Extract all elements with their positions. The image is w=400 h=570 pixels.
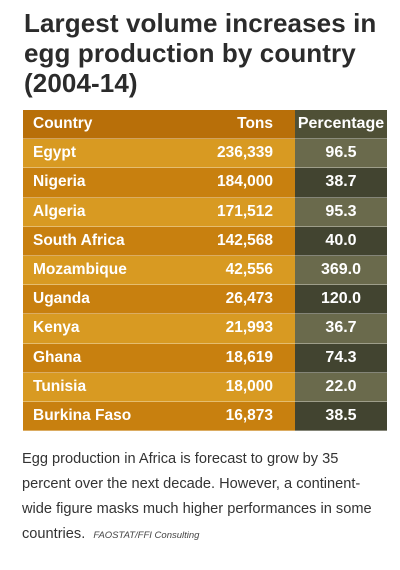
table-header-row: Country Tons Percentage: [23, 110, 387, 140]
cell-country: Uganda: [23, 285, 161, 315]
cell-country: Ghana: [23, 343, 161, 373]
cell-percentage: 95.3: [295, 197, 387, 227]
header-tons: Tons: [161, 110, 295, 140]
header-percentage: Percentage: [295, 110, 387, 140]
table-row: Algeria 171,512 95.3: [23, 197, 387, 227]
table-row: Burkina Faso 16,873 38.5: [23, 401, 387, 432]
cell-tons: 21,993: [161, 314, 295, 344]
caption-text: Egg production in Africa is forecast to …: [22, 451, 372, 542]
cell-tons: 18,000: [161, 372, 295, 402]
cell-country: Algeria: [23, 197, 161, 227]
cell-percentage: 74.3: [295, 343, 387, 373]
table-body: Egypt 236,339 96.5 Nigeria 184,000 38.7 Algeri…: [23, 139, 387, 432]
cell-country: Tunisia: [23, 372, 161, 402]
cell-country: Burkina Faso: [23, 401, 161, 432]
cell-tons: 184,000: [161, 168, 295, 198]
source-credit: FAOSTAT/FFI Consulting: [93, 530, 200, 541]
cell-country: Nigeria: [23, 168, 161, 198]
table-row: Egypt 236,339 96.5: [23, 139, 387, 169]
cell-tons: 18,619: [161, 343, 295, 373]
cell-country: Mozambique: [23, 255, 161, 286]
table-row: Uganda 26,473 120.0: [23, 285, 387, 315]
table-row: Kenya 21,993 36.7: [23, 314, 387, 344]
cell-percentage: 96.5: [295, 139, 387, 169]
header-country: Country: [23, 110, 161, 140]
cell-percentage: 36.7: [295, 314, 387, 344]
cell-tons: 26,473: [161, 285, 295, 315]
table-row: Ghana 18,619 74.3: [23, 343, 387, 373]
table-row: South Africa 142,568 40.0: [23, 226, 387, 256]
cell-percentage: 40.0: [295, 226, 387, 256]
cell-country: South Africa: [23, 226, 161, 256]
table-row: Mozambique 42,556 369.0: [23, 255, 387, 286]
cell-tons: 42,556: [161, 255, 295, 286]
table-row: Tunisia 18,000 22.0: [23, 372, 387, 402]
table-row: Nigeria 184,000 38.7: [23, 168, 387, 198]
cell-tons: 171,512: [161, 197, 295, 227]
cell-percentage: 369.0: [295, 255, 387, 286]
egg-production-table: Country Tons Percentage Egypt 236,339 96.5…: [23, 110, 387, 432]
cell-percentage: 22.0: [295, 372, 387, 402]
cell-country: Kenya: [23, 314, 161, 344]
cell-tons: 16,873: [161, 401, 295, 432]
cell-country: Egypt: [23, 139, 161, 169]
cell-percentage: 38.5: [295, 401, 387, 432]
cell-percentage: 120.0: [295, 285, 387, 315]
cell-tons: 236,339: [161, 139, 295, 169]
cell-tons: 142,568: [161, 226, 295, 256]
page-title: Largest volume increases in egg producti…: [24, 8, 377, 98]
cell-percentage: 38.7: [295, 168, 387, 198]
caption: Egg production in Africa is forecast to …: [22, 447, 382, 548]
